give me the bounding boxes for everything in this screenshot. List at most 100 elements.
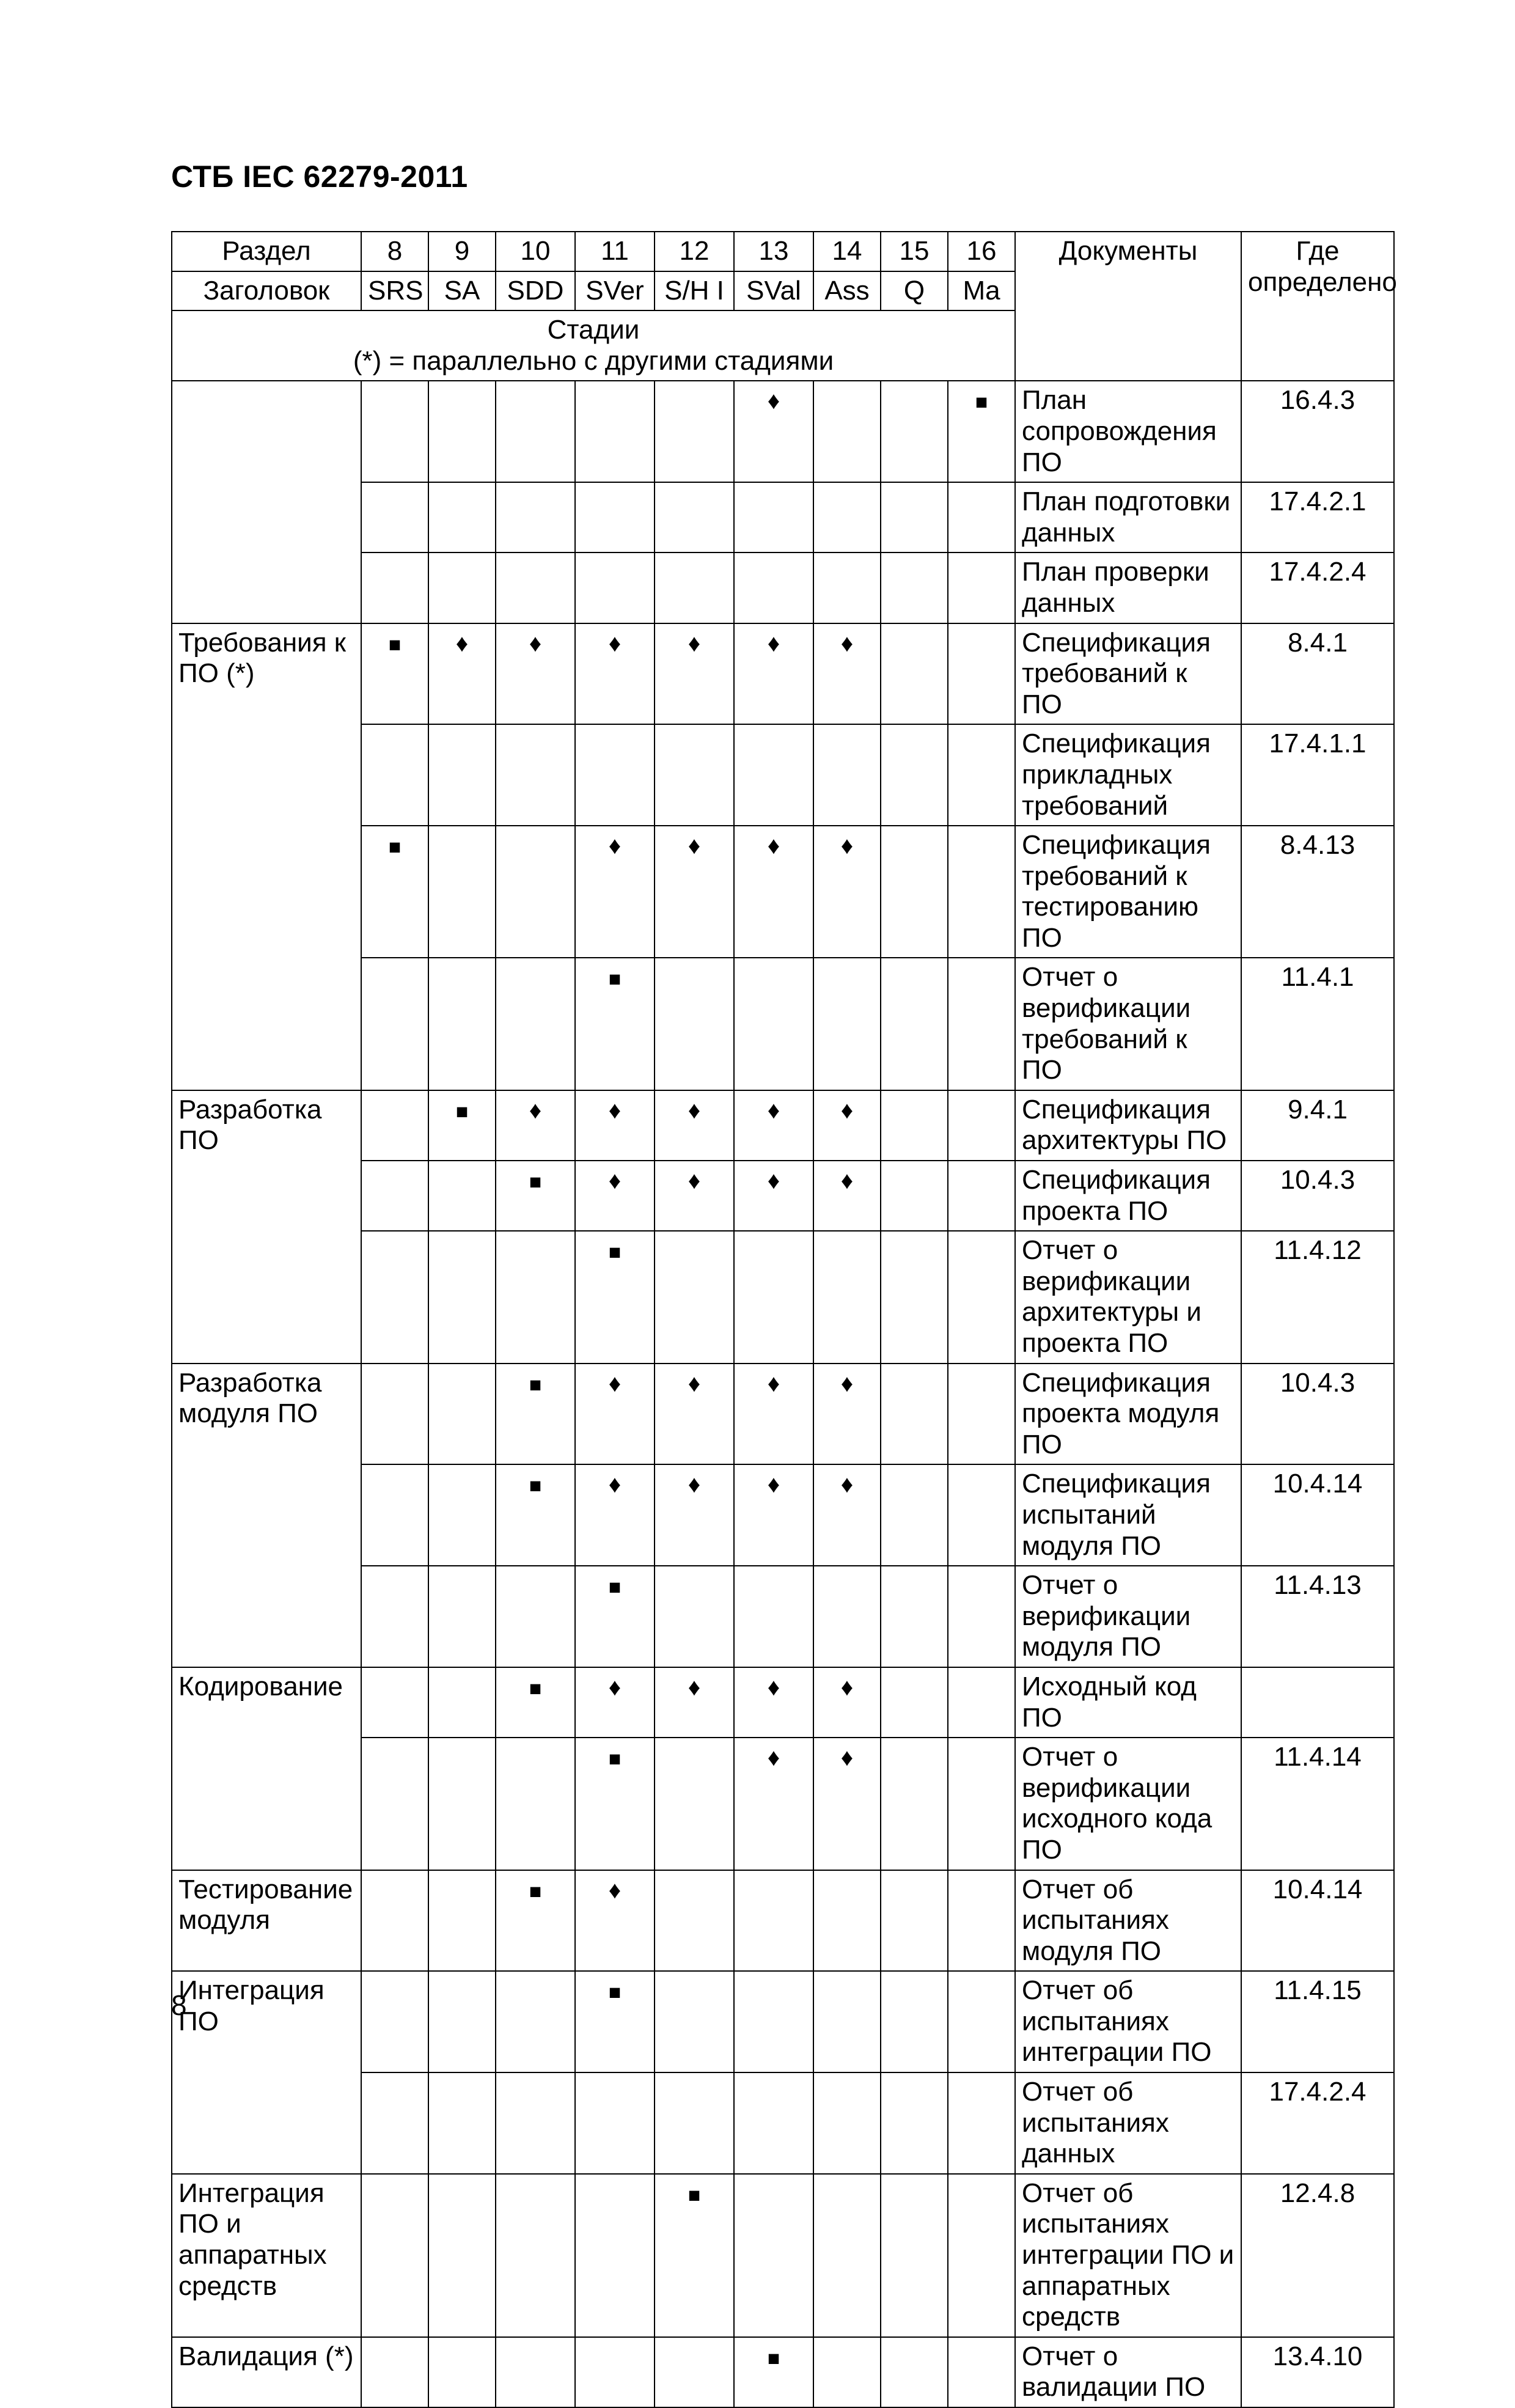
hdr-phase-9: 9	[428, 232, 496, 271]
phase-cell: ♦	[428, 623, 496, 725]
phase-cell	[496, 1231, 575, 1363]
phase-cell: ■	[496, 1667, 575, 1738]
phase-cell	[881, 1667, 948, 1738]
phase-cell	[734, 1231, 813, 1363]
phase-cell	[881, 1161, 948, 1231]
phase-cell: ♦	[813, 623, 881, 725]
phase-cell	[734, 1971, 813, 2072]
phase-cell	[428, 1738, 496, 1870]
hdr-code-q: Q	[881, 271, 948, 311]
phase-cell	[361, 381, 428, 482]
phase-cell	[575, 2337, 655, 2407]
phase-cell	[655, 958, 734, 1090]
document-cell: План сопровождения ПО	[1015, 381, 1241, 482]
hdr-documents: Документы	[1015, 232, 1241, 381]
phase-cell	[734, 2072, 813, 2174]
phase-cell	[428, 958, 496, 1090]
phase-cell	[655, 381, 734, 482]
stages-caption: Стадии (*) = параллельно с другими стади…	[172, 310, 1015, 381]
phase-cell	[655, 482, 734, 552]
document-cell: Отчет об испытаниях интеграции ПО и аппа…	[1015, 2174, 1241, 2337]
phase-cell	[813, 552, 881, 623]
phase-cell	[948, 1870, 1015, 1972]
phase-cell	[948, 1667, 1015, 1738]
phase-cell: ♦	[575, 1667, 655, 1738]
hdr-code-sval: SVal	[734, 271, 813, 311]
phase-cell	[948, 724, 1015, 826]
phase-cell	[496, 724, 575, 826]
phase-cell	[881, 1738, 948, 1870]
phase-cell: ♦	[734, 1464, 813, 1566]
phase-cell	[496, 2072, 575, 2174]
phase-cell	[881, 1364, 948, 1465]
phase-cell	[881, 1464, 948, 1566]
phase-cell	[881, 482, 948, 552]
phase-cell	[881, 2072, 948, 2174]
table-row: Требования к ПО (*)■♦♦♦♦♦♦Спецификация т…	[172, 623, 1394, 725]
phase-cell	[881, 552, 948, 623]
phase-cell	[948, 1364, 1015, 1465]
phase-cell: ♦	[813, 1090, 881, 1161]
hdr-phase-8: 8	[361, 232, 428, 271]
phase-cell	[361, 1667, 428, 1738]
document-cell: Спецификация требований к ПО	[1015, 623, 1241, 725]
phase-cell	[948, 1464, 1015, 1566]
phase-cell	[361, 1090, 428, 1161]
document-cell: Отчет об испытаниях модуля ПО	[1015, 1870, 1241, 1972]
phase-cell	[881, 958, 948, 1090]
phase-cell	[881, 1566, 948, 1667]
phase-cell	[361, 1231, 428, 1363]
phase-cell	[881, 381, 948, 482]
page-number: 8	[171, 1989, 187, 2022]
phase-cell	[361, 958, 428, 1090]
reference-cell: 10.4.14	[1241, 1464, 1394, 1566]
phase-cell	[813, 2072, 881, 2174]
phase-cell	[496, 1738, 575, 1870]
phase-cell	[361, 2174, 428, 2337]
stages-caption-line2: (*) = параллельно с другими стадиями	[353, 346, 834, 376]
phase-cell	[428, 2174, 496, 2337]
phase-cell: ♦	[655, 1090, 734, 1161]
phase-cell	[655, 552, 734, 623]
phase-cell	[428, 724, 496, 826]
phase-cell	[734, 552, 813, 623]
hdr-code-sver: SVer	[575, 271, 655, 311]
document-cell: Спецификация архитектуры ПО	[1015, 1090, 1241, 1161]
hdr-code-sa: SA	[428, 271, 496, 311]
hdr-code-shi: S/H I	[655, 271, 734, 311]
header-row-numbers: Раздел 8 9 10 11 12 13 14 15 16 Документ…	[172, 232, 1394, 271]
phase-cell	[813, 1231, 881, 1363]
hdr-phase-14: 14	[813, 232, 881, 271]
phase-cell	[948, 1231, 1015, 1363]
phase-cell	[361, 1738, 428, 1870]
phase-cell	[813, 381, 881, 482]
phase-cell	[881, 623, 948, 725]
phase-cell	[734, 482, 813, 552]
phase-cell: ■	[361, 623, 428, 725]
document-cell: Спецификация требований к тестированию П…	[1015, 826, 1241, 958]
phase-cell	[948, 2337, 1015, 2407]
phase-cell	[496, 826, 575, 958]
document-cell: Спецификация прикладных требований	[1015, 724, 1241, 826]
phase-cell	[948, 1161, 1015, 1231]
phase-cell	[813, 2337, 881, 2407]
phase-cell	[496, 2174, 575, 2337]
phase-cell: ♦	[813, 826, 881, 958]
table-row: Тестирование модуля■♦Отчет об испытаниях…	[172, 1870, 1394, 1972]
document-cell: Отчет о верификации требований к ПО	[1015, 958, 1241, 1090]
phase-cell	[428, 1667, 496, 1738]
reference-cell: 10.4.3	[1241, 1364, 1394, 1465]
phase-cell: ■	[496, 1464, 575, 1566]
document-cell: Спецификация проекта ПО	[1015, 1161, 1241, 1231]
phase-cell: ♦	[734, 1161, 813, 1231]
phase-cell: ♦	[813, 1161, 881, 1231]
phase-cell	[655, 1566, 734, 1667]
phase-cell	[813, 958, 881, 1090]
phase-cell	[813, 724, 881, 826]
phase-cell: ♦	[655, 1464, 734, 1566]
standard-title: СТБ IEC 62279-2011	[171, 159, 1356, 194]
phase-cell	[428, 1161, 496, 1231]
phase-cell	[948, 552, 1015, 623]
phase-cell: ■	[575, 1231, 655, 1363]
document-cell: План подготовки данных	[1015, 482, 1241, 552]
